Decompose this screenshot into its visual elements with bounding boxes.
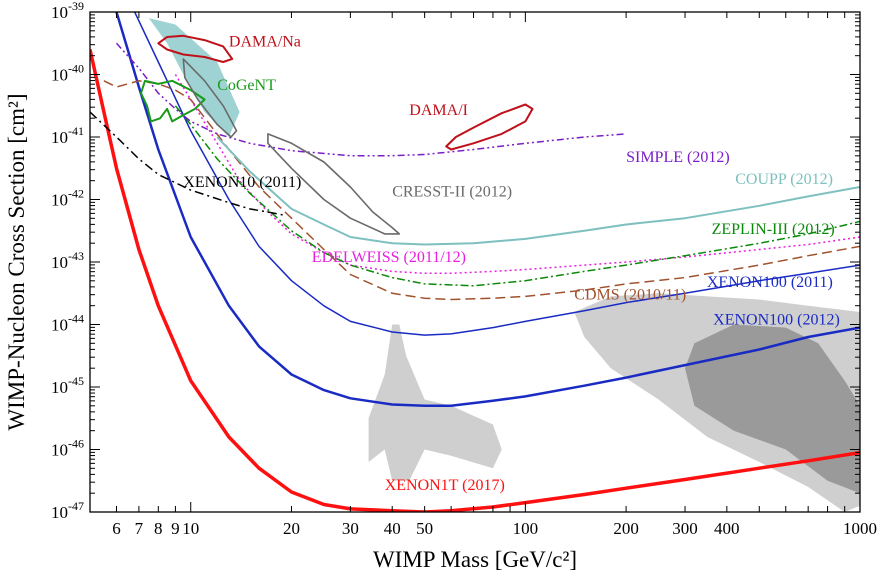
- y-tick-label--39: 10-39: [51, 0, 84, 22]
- label-cdms-2010-11: CDMS (2010/11): [574, 287, 686, 304]
- contour-cresst-upper: [182, 58, 238, 138]
- label-simple-2012: SIMPLE (2012): [626, 149, 730, 166]
- label-cresst-ii-2012: CRESST-II (2012): [392, 183, 512, 200]
- curve-simple-2012: [115, 42, 627, 157]
- x-tick-label-200: 200: [613, 519, 639, 538]
- shaded-regions: [123, 12, 860, 512]
- curve-edelweiss-2011-12: [174, 74, 860, 275]
- label-dama-i: DAMA/I: [409, 102, 468, 119]
- label-edelweiss-2011-12: EDELWEISS (2011/12): [312, 249, 466, 266]
- x-tick-label-30: 30: [342, 519, 359, 538]
- axis-ticks: 6 7 8 9 10 20 30 40 50 100 200 300 400 1000 10-39 10-40…: [51, 0, 877, 538]
- x-tick-label-9: 9: [171, 519, 180, 538]
- y-tick-label--42: 10-42: [51, 187, 84, 210]
- curve-xenon10-2011: [90, 111, 285, 216]
- x-tick-label-1000: 1000: [843, 519, 877, 538]
- x-tick-label-400: 400: [714, 519, 740, 538]
- series-labels: XENON1T (2017) XENON100 (2012) XENON100 (2…: [183, 33, 840, 494]
- x-tick-label-6: 6: [112, 519, 121, 538]
- label-xenon100-2011: XENON100 (2011): [707, 274, 833, 291]
- y-tick-label--44: 10-44: [51, 312, 84, 335]
- curve-xenon100-2011: [134, 12, 860, 336]
- label-cogent: CoGeNT: [217, 77, 276, 94]
- label-xenon10-2011: XENON10 (2011): [183, 174, 301, 191]
- curve-zeplin-iii-2012: [174, 105, 860, 287]
- label-xenon1t-2017: XENON1T (2017): [385, 477, 505, 494]
- x-tick-label-10: 10: [182, 519, 199, 538]
- curve-xenon1t-2017: [90, 49, 860, 512]
- y-tick-label--43: 10-43: [51, 249, 84, 272]
- y-tick-label--45: 10-45: [51, 374, 84, 397]
- label-xenon100-2012: XENON100 (2012): [713, 312, 840, 329]
- region-coupp-region: [123, 12, 240, 137]
- y-tick-label--41: 10-41: [51, 124, 84, 147]
- y-tick-label--40: 10-40: [51, 62, 84, 85]
- x-tick-label-50: 50: [416, 519, 433, 538]
- contour-cresst-ii-2012: [267, 133, 401, 235]
- curve-xenon100-2012: [115, 12, 860, 407]
- contour-cogent: [140, 79, 206, 123]
- label-coupp-2012: COUPP (2012): [735, 171, 833, 188]
- contour-dama-na: [157, 34, 234, 63]
- contour-dama-i: [445, 103, 534, 151]
- label-dama-na: DAMA/Na: [229, 33, 301, 50]
- x-tick-label-300: 300: [672, 519, 698, 538]
- label-zeplin-iii-2012: ZEPLIN-III (2012): [712, 221, 835, 238]
- curve-coupp-2012: [216, 136, 860, 246]
- x-axis-title: WIMP Mass [GeV/c²]: [373, 547, 577, 572]
- region-susy-light-region-tree: [368, 324, 502, 481]
- y-tick-label--47: 10-47: [51, 499, 84, 522]
- y-tick-label--46: 10-46: [51, 437, 84, 460]
- x-tick-label-20: 20: [283, 519, 300, 538]
- x-tick-label-40: 40: [384, 519, 401, 538]
- signal-contours: [140, 34, 534, 235]
- x-tick-label-100: 100: [513, 519, 539, 538]
- x-tick-label-8: 8: [154, 519, 163, 538]
- curve-cdms-2010-11: [103, 80, 860, 301]
- region-susy-dark-region: [685, 324, 860, 494]
- x-tick-label-7: 7: [135, 519, 144, 538]
- y-axis-title: WIMP-Nucleon Cross Section [cm²]: [4, 93, 29, 430]
- limit-curves: [90, 12, 860, 512]
